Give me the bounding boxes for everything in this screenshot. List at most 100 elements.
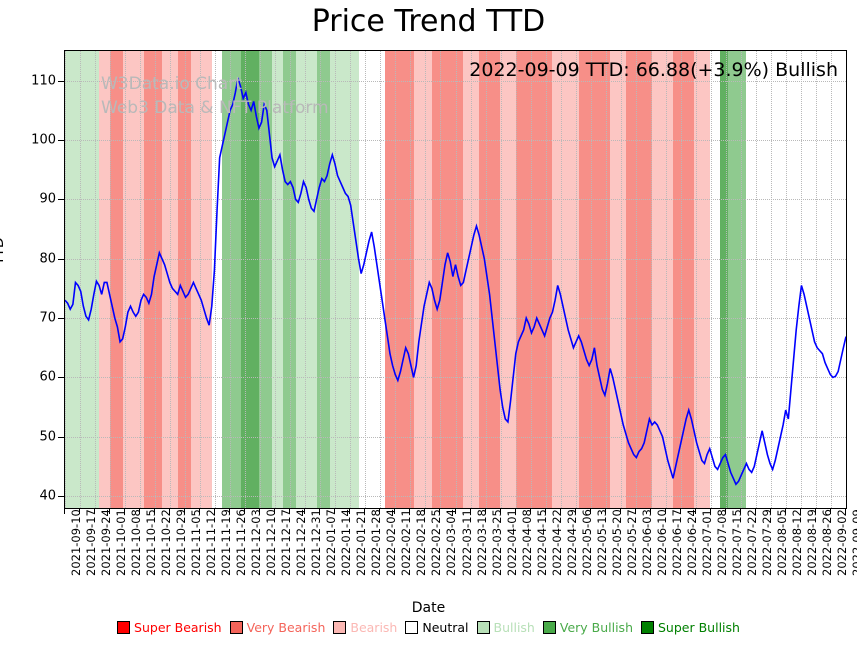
sentiment-band-bearish bbox=[99, 51, 110, 508]
chart-title: Price Trend TTD bbox=[311, 4, 546, 39]
sentiment-band-bullish bbox=[65, 51, 100, 508]
legend-label: Bearish bbox=[350, 620, 398, 635]
x-tick-mark bbox=[469, 509, 471, 514]
x-tick-mark bbox=[409, 509, 411, 514]
gridline-vertical bbox=[200, 51, 202, 508]
legend-swatch bbox=[405, 621, 419, 634]
sentiment-band-very-bearish bbox=[673, 51, 694, 508]
x-tick-label: 2022-04-29 bbox=[564, 509, 579, 576]
plot-area: W3Data.io Chart Web3 Data & NFT Platform… bbox=[64, 50, 847, 509]
x-tick-mark bbox=[845, 509, 846, 514]
sentiment-band-very-bearish bbox=[578, 51, 611, 508]
legend-item[interactable]: Very Bullish bbox=[542, 620, 633, 635]
x-tick-label: 2022-07-15 bbox=[729, 509, 744, 576]
gridline-vertical bbox=[110, 51, 112, 508]
gridline-vertical bbox=[740, 51, 742, 508]
x-tick-mark bbox=[829, 509, 831, 514]
sentiment-band-bearish bbox=[122, 51, 144, 508]
y-tick-mark bbox=[58, 377, 64, 379]
gridline-vertical bbox=[95, 51, 97, 508]
y-tick-label: 50 bbox=[39, 429, 56, 445]
gridline-vertical bbox=[245, 51, 247, 508]
gridline-vertical bbox=[530, 51, 532, 508]
legend-item[interactable]: Very Bearish bbox=[229, 620, 326, 635]
x-tick-label: 2022-07-29 bbox=[759, 509, 774, 576]
x-tick-label: 2022-03-18 bbox=[474, 509, 489, 576]
gridline-vertical bbox=[275, 51, 277, 508]
x-tick-label: 2022-05-27 bbox=[624, 509, 639, 576]
gridline-vertical bbox=[440, 51, 442, 508]
gridline-vertical bbox=[485, 51, 487, 508]
x-tick-label: 2021-09-10 bbox=[69, 509, 83, 576]
legend-item[interactable]: Super Bearish bbox=[117, 620, 222, 635]
gridline-vertical bbox=[395, 51, 397, 508]
x-tick-mark bbox=[694, 509, 696, 514]
x-tick-mark bbox=[454, 509, 456, 514]
legend-label: Very Bullish bbox=[559, 620, 633, 635]
legend-item[interactable]: Super Bullish bbox=[641, 620, 740, 635]
x-tick-label: 2022-07-08 bbox=[714, 509, 729, 576]
gridline-vertical bbox=[785, 51, 787, 508]
x-tick-mark bbox=[679, 509, 681, 514]
x-tick-label: 2022-07-01 bbox=[699, 509, 714, 576]
legend-label: Very Bearish bbox=[246, 620, 326, 635]
sentiment-band-very-bullish bbox=[258, 51, 273, 508]
legend-swatch bbox=[542, 621, 556, 634]
gridline-vertical bbox=[605, 51, 607, 508]
gridline-vertical bbox=[80, 51, 82, 508]
x-tick-label: 2022-06-17 bbox=[669, 509, 684, 576]
x-tick-label: 2021-12-31 bbox=[309, 509, 324, 576]
sentiment-band-very-bearish bbox=[143, 51, 162, 508]
sentiment-band-neutral bbox=[358, 51, 385, 508]
sentiment-band-bearish bbox=[652, 51, 673, 508]
x-tick-label: 2021-09-17 bbox=[84, 509, 99, 576]
x-tick-mark bbox=[814, 509, 816, 514]
y-tick-label: 60 bbox=[39, 369, 56, 385]
gridline-vertical bbox=[335, 51, 337, 508]
x-tick-mark bbox=[604, 509, 606, 514]
x-tick-label: 2021-11-12 bbox=[204, 509, 219, 576]
gridline-vertical bbox=[230, 51, 232, 508]
sentiment-band-very-bullish bbox=[222, 51, 241, 508]
gridline-vertical bbox=[665, 51, 667, 508]
y-tick-mark bbox=[58, 436, 64, 438]
x-tick-label: 2021-12-03 bbox=[249, 509, 264, 576]
x-tick-mark bbox=[199, 509, 201, 514]
y-tick-mark bbox=[58, 140, 64, 142]
gridline-vertical bbox=[695, 51, 697, 508]
x-tick-label: 2022-04-15 bbox=[534, 509, 549, 576]
x-tick-label: 2021-09-24 bbox=[99, 509, 114, 576]
x-tick-mark bbox=[784, 509, 786, 514]
x-tick-label: 2022-04-01 bbox=[504, 509, 519, 576]
x-tick-mark bbox=[139, 509, 141, 514]
x-tick-mark bbox=[124, 509, 126, 514]
sentiment-band-bearish bbox=[161, 51, 178, 508]
x-tick-mark bbox=[574, 509, 576, 514]
legend-item[interactable]: Neutral bbox=[405, 620, 469, 635]
gridline-vertical bbox=[140, 51, 142, 508]
x-tick-mark bbox=[709, 509, 711, 514]
gridline-vertical bbox=[260, 51, 262, 508]
legend-item[interactable]: Bearish bbox=[333, 620, 397, 635]
legend-label: Neutral bbox=[422, 620, 469, 635]
x-tick-label: 2022-01-07 bbox=[324, 509, 339, 576]
gridlines bbox=[65, 51, 846, 508]
y-tick-label: 110 bbox=[31, 73, 56, 89]
sentiment-band-neutral bbox=[211, 51, 223, 508]
gridline-vertical bbox=[215, 51, 217, 508]
x-tick-mark bbox=[724, 509, 726, 514]
legend-label: Super Bearish bbox=[134, 620, 222, 635]
x-tick-mark bbox=[499, 509, 501, 514]
sentiment-band-very-bearish bbox=[431, 51, 464, 508]
legend-item[interactable]: Bullish bbox=[476, 620, 535, 635]
sentiment-band-super-bullish bbox=[720, 51, 729, 508]
price-line-series bbox=[65, 77, 846, 486]
x-tick-mark bbox=[754, 509, 756, 514]
x-tick-label: 2022-01-21 bbox=[354, 509, 369, 576]
x-tick-label: 2022-09-09 bbox=[850, 509, 857, 576]
x-axis-ticks: 2021-09-10 2021-09-17 2021-09-24 2021-10-01… bbox=[64, 509, 857, 609]
x-tick-label: 2022-05-06 bbox=[579, 509, 594, 576]
gridline-vertical bbox=[680, 51, 682, 508]
x-tick-mark bbox=[514, 509, 516, 514]
x-tick-label: 2022-01-14 bbox=[339, 509, 354, 576]
